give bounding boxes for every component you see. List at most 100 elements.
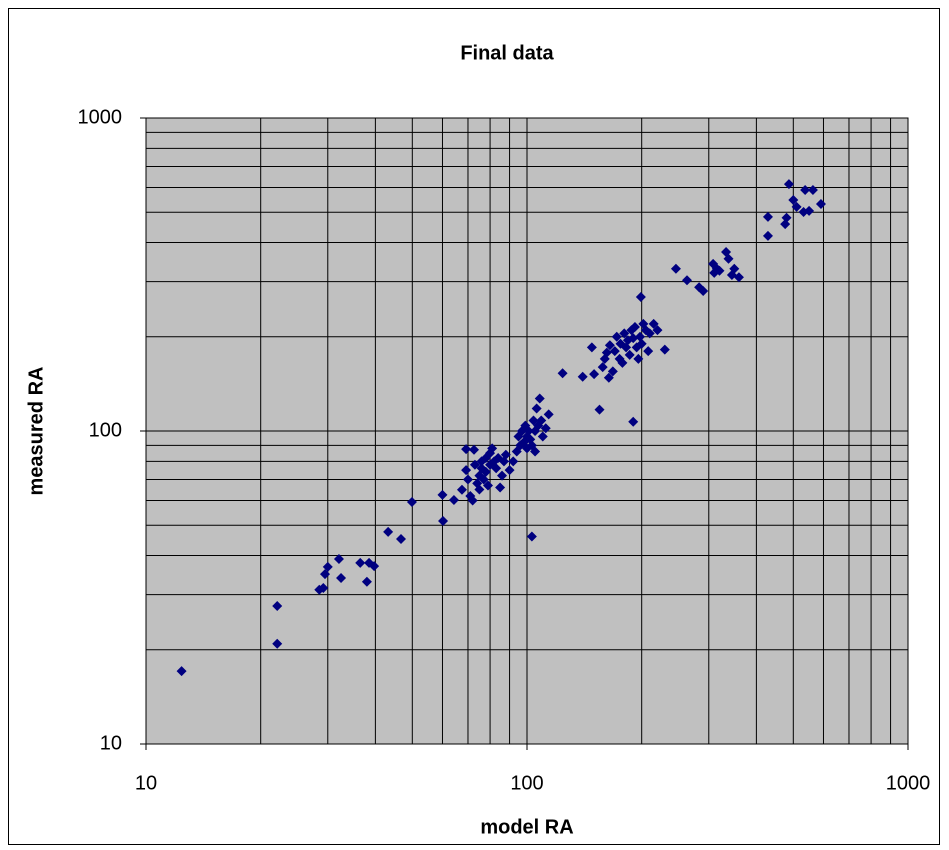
scatter-point [469, 444, 480, 455]
scatter-point [628, 333, 639, 344]
scatter-point [530, 446, 541, 457]
scatter-point [586, 342, 597, 353]
scatter-point [643, 346, 654, 357]
scatter-point [597, 362, 608, 373]
scatter-point [670, 263, 681, 274]
scatter-point [698, 286, 709, 297]
x-tick-label: 10 [135, 772, 157, 794]
scatter-point [336, 573, 347, 584]
scatter-point [611, 331, 622, 342]
scatter-point [333, 553, 344, 564]
scatter-point [791, 201, 802, 212]
scatter-point [369, 561, 380, 572]
y-tick-label: 100 [89, 419, 122, 441]
scatter-point [437, 489, 448, 500]
scatter-point [652, 325, 663, 336]
scatter-point [396, 533, 407, 544]
scatter-point [729, 263, 740, 274]
scatter-point [531, 403, 542, 414]
scatter-point [619, 328, 630, 339]
scatter-point [635, 291, 646, 302]
scatter-point [644, 328, 655, 339]
scatter-point [815, 199, 826, 210]
scatter-point [383, 526, 394, 537]
scatter-point [594, 404, 605, 415]
scatter-point [176, 666, 187, 677]
scatter-point [604, 340, 615, 351]
scatter-point [456, 484, 467, 495]
scatter-point [635, 331, 646, 342]
scatter-point [783, 179, 794, 190]
chart-title: Final data [460, 42, 554, 64]
y-axis-label: measured RA [25, 367, 47, 496]
scatter-point [480, 466, 491, 477]
scatter-point [534, 393, 545, 404]
scatter-point [781, 212, 792, 223]
scatter-point [577, 371, 588, 382]
scatter-point [807, 184, 818, 195]
scatter-point [762, 211, 773, 222]
scatter-point [500, 449, 511, 460]
scatter-point [601, 347, 612, 358]
scatter-point [497, 470, 508, 481]
scatter-point [557, 368, 568, 379]
scatter-point [469, 459, 480, 470]
scatter-point [659, 344, 670, 355]
scatter-point [540, 423, 551, 434]
scatter-point [788, 195, 799, 206]
scatter-point [272, 600, 283, 611]
y-tick-label: 1000 [78, 106, 123, 128]
scatter-point [322, 561, 333, 572]
scatter-point [448, 494, 459, 505]
scatter-point [526, 531, 537, 542]
scatter-point [589, 369, 600, 380]
scatter-point [491, 463, 502, 474]
scatter-point [609, 346, 620, 357]
scatter-point [603, 372, 614, 383]
scatter-point [482, 480, 493, 491]
scatter-point [621, 342, 632, 353]
x-axis-label: model RA [480, 816, 573, 838]
scatter-point [648, 318, 659, 329]
scatter-point [467, 495, 478, 506]
scatter-point [355, 557, 366, 568]
scatter-point [629, 321, 640, 332]
scatter-point [800, 184, 811, 195]
scatter-point [461, 444, 472, 455]
scatter-point [628, 416, 639, 427]
y-tick-label: 10 [100, 732, 122, 754]
scatter-point [406, 497, 417, 508]
scatter-point [804, 205, 815, 216]
scatter-point [536, 415, 547, 426]
scatter-point [723, 253, 734, 264]
scatter-point [633, 353, 644, 364]
scatter-point [504, 465, 515, 476]
scatter-point [721, 247, 732, 258]
scatter-point [462, 474, 473, 485]
scatter-point [474, 484, 485, 495]
scatter-point [714, 265, 725, 276]
plot-border [145, 117, 909, 745]
scatter-point [733, 272, 744, 283]
scatter-point [361, 576, 372, 587]
scatter-point [523, 426, 534, 436]
x-tick-label: 1000 [886, 772, 931, 794]
x-tick-label: 100 [510, 772, 543, 794]
scatter-point [636, 338, 647, 349]
scatter-point [543, 409, 554, 420]
scatter-point [487, 443, 498, 454]
scatter-point [318, 583, 329, 594]
scatter-point [537, 431, 548, 442]
scatter-point [272, 638, 283, 649]
scatter-point [617, 357, 628, 368]
scatter-point [478, 474, 489, 485]
scatter-point [762, 230, 773, 241]
scatter-point [438, 515, 449, 526]
scatter-point [461, 465, 472, 476]
scatter-point [508, 456, 519, 467]
scatter-point [624, 349, 635, 360]
scatter-point [682, 275, 693, 286]
scatter-point [495, 482, 506, 493]
